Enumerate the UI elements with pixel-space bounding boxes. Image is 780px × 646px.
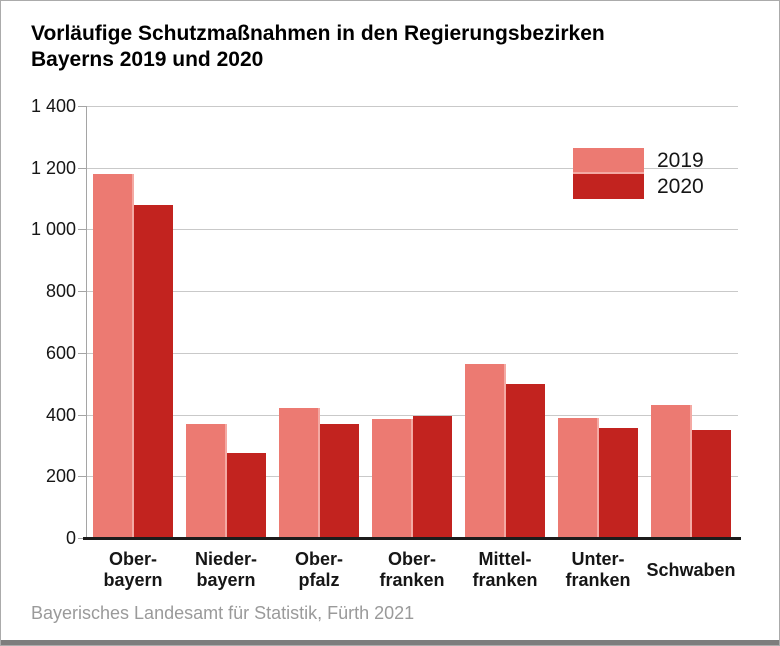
bar-2019-oberpfalz (279, 408, 320, 538)
bar-2019-niederbayern (186, 424, 227, 538)
y-axis-tick-400 (78, 415, 86, 416)
bar-2020-oberpfalz (320, 424, 359, 538)
x-label-line: franken (472, 570, 538, 590)
gridline-800 (86, 291, 738, 292)
bar-2020-oberbayern (134, 205, 173, 538)
legend-item-2020: 2020 (573, 174, 704, 199)
chart-legend: 2019 2020 (573, 148, 704, 199)
x-label-line: pfalz (298, 570, 340, 590)
chart-title-line2: Bayerns 2019 und 2020 (31, 48, 264, 71)
legend-item-2019: 2019 (573, 148, 704, 174)
y-axis-tick-1000 (78, 229, 86, 230)
x-axis-baseline (83, 537, 741, 540)
x-label-line: Unter- (571, 549, 625, 569)
x-label-unterfranken: Unter-franken (551, 547, 645, 593)
bottom-border-bar (1, 640, 779, 645)
bar-2020-oberfranken (413, 416, 452, 538)
gridline-400 (86, 415, 738, 416)
y-axis-tick-800 (78, 291, 86, 292)
x-label-line: Ober- (387, 549, 436, 569)
x-label-line: bayern (103, 570, 163, 590)
x-label-line: franken (565, 570, 631, 590)
y-tick-label-200: 200 (45, 466, 76, 486)
bar-2020-mittelfranken (506, 384, 545, 538)
x-label-line: bayern (196, 570, 256, 590)
legend-swatch-2019 (573, 148, 644, 174)
bar-2019-oberfranken (372, 419, 413, 538)
x-label-schwaben: Schwaben (644, 547, 738, 593)
y-axis-tick-1200 (78, 168, 86, 169)
y-axis-line (86, 106, 87, 538)
y-axis-tick-600 (78, 353, 86, 354)
gridline-1200 (86, 168, 738, 169)
bar-2019-mittelfranken (465, 364, 506, 538)
y-tick-label-1000: 1 000 (30, 219, 76, 239)
x-label-oberbayern: Ober-bayern (86, 547, 180, 593)
x-label-niederbayern: Nieder-bayern (179, 547, 273, 593)
y-tick-label-1400: 1 400 (30, 96, 76, 116)
y-tick-label-600: 600 (45, 343, 76, 363)
source-note: Bayerisches Landesamt für Statistik, Für… (31, 603, 415, 623)
y-tick-label-0: 0 (65, 528, 76, 548)
x-label-line: franken (379, 570, 445, 590)
x-label-oberfranken: Ober-franken (365, 547, 459, 593)
x-label-line: Nieder- (194, 549, 257, 569)
chart-title: Vorläufige Schutzmaßnahmen in den Regier… (31, 21, 605, 73)
bar-2020-unterfranken (599, 428, 638, 538)
bar-2019-unterfranken (558, 418, 599, 538)
bar-2020-niederbayern (227, 453, 266, 538)
x-label-line: Ober- (108, 549, 157, 569)
gridline-1400 (86, 106, 738, 107)
y-axis-tick-1400 (78, 106, 86, 107)
legend-label-2020: 2020 (657, 174, 704, 198)
y-tick-label-800: 800 (45, 281, 76, 301)
x-label-line: Mittel- (478, 549, 532, 569)
gridline-600 (86, 353, 738, 354)
x-label-line: Schwaben (646, 559, 736, 580)
gridline-1000 (86, 229, 738, 230)
y-axis-tick-0 (78, 538, 86, 539)
y-tick-label-1200: 1 200 (30, 158, 76, 178)
legend-swatch-2020 (573, 174, 644, 199)
legend-label-2019: 2019 (657, 149, 704, 172)
chart-title-line1: Vorläufige Schutzmaßnahmen in den Regier… (31, 22, 605, 45)
bar-2020-schwaben (692, 430, 731, 538)
x-label-line: Ober- (294, 549, 343, 569)
y-tick-label-400: 400 (45, 405, 76, 425)
x-label-oberpfalz: Ober-pfalz (272, 547, 366, 593)
bar-2019-schwaben (651, 405, 692, 538)
y-axis-tick-200 (78, 476, 86, 477)
x-label-mittelfranken: Mittel-franken (458, 547, 552, 593)
bar-2019-oberbayern (93, 174, 134, 538)
